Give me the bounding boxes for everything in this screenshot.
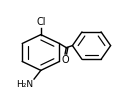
Text: H₂N: H₂N [16,80,33,89]
Text: O: O [62,55,69,65]
Text: Cl: Cl [36,17,46,27]
